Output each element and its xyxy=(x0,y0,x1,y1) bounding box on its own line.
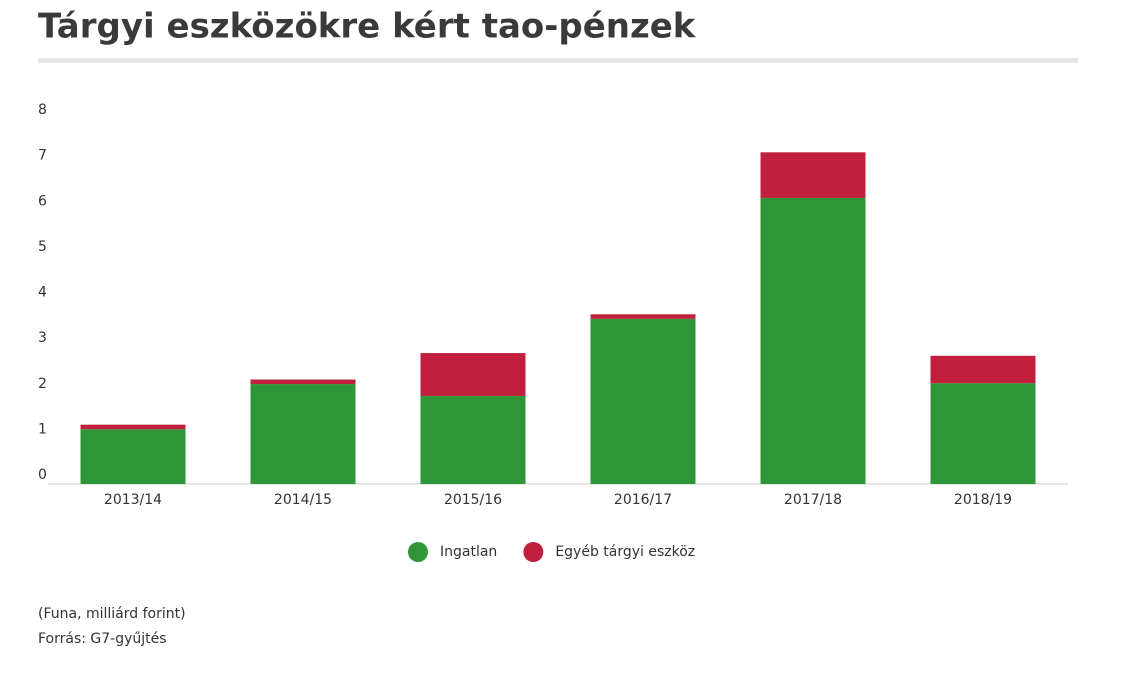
x-tick-label: 2014/15 xyxy=(274,492,332,508)
bar-segment xyxy=(250,384,356,484)
bar-segment xyxy=(930,383,1036,484)
legend-label: Ingatlan xyxy=(440,544,497,560)
x-tick-label: 2018/19 xyxy=(954,492,1012,508)
y-tick-label: 4 xyxy=(38,285,47,301)
bar-segment xyxy=(930,355,1036,384)
legend-label: Egyéb tárgyi eszköz xyxy=(555,544,695,560)
y-tick-label: 5 xyxy=(38,239,47,255)
y-tick-label: 2 xyxy=(38,376,47,392)
x-tick-label: 2015/16 xyxy=(444,492,502,508)
bar-segment xyxy=(420,395,526,484)
title-rule xyxy=(38,58,1078,63)
y-tick-label: 6 xyxy=(38,193,47,209)
bar-segment xyxy=(80,424,186,430)
chart-title: Tárgyi eszközökre kért tao-pénzek xyxy=(38,7,697,47)
bar-segment xyxy=(760,152,866,198)
x-tick-label: 2016/17 xyxy=(614,492,672,508)
y-tick-label: 0 xyxy=(38,467,47,483)
y-tick-label: 3 xyxy=(38,330,47,346)
legend-swatch xyxy=(523,542,544,562)
source: Forrás: G7-gyűjtés xyxy=(38,631,167,647)
x-tick-label: 2013/14 xyxy=(104,492,162,508)
legend-swatch xyxy=(408,542,428,562)
bar-segment xyxy=(420,353,526,396)
y-tick-label: 1 xyxy=(38,421,47,437)
bar-segment xyxy=(590,314,696,319)
bar-segment xyxy=(80,429,186,484)
bar-segment xyxy=(590,318,696,484)
bar-segment xyxy=(250,379,356,385)
x-tick-label: 2017/18 xyxy=(784,492,842,508)
y-tick-label: 7 xyxy=(38,148,47,164)
note: (Funa, milliárd forint) xyxy=(38,606,186,622)
y-tick-label: 8 xyxy=(38,102,47,118)
bar-segment xyxy=(760,197,866,484)
